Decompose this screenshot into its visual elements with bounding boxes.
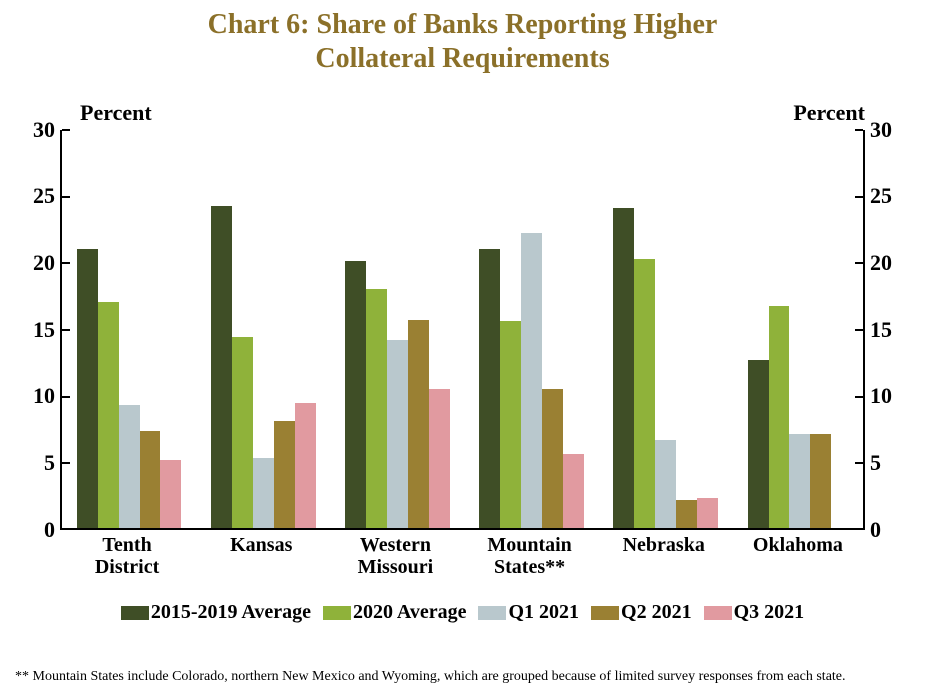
legend-swatch (323, 606, 351, 620)
y-axis-label-left: Percent (80, 100, 152, 126)
bar (140, 431, 161, 528)
legend-item: 2020 Average (323, 600, 467, 624)
x-axis-label: TenthDistrict (60, 534, 194, 578)
x-axis-label: WesternMissouri (328, 534, 462, 578)
chart-legend: 2015-2019 Average 2020 Average Q1 2021 Q2 2… (0, 600, 925, 624)
x-axis-labels: TenthDistrictKansasWesternMissouriMounta… (60, 534, 865, 594)
chart-title-line1: Chart 6: Share of Banks Reporting Higher (208, 9, 718, 40)
bar (211, 206, 232, 528)
bar (387, 340, 408, 528)
bar (542, 389, 563, 528)
legend-swatch (704, 606, 732, 620)
bar (676, 500, 697, 528)
legend-swatch (121, 606, 149, 620)
bar (748, 360, 769, 528)
chart-title: Chart 6: Share of Banks Reporting Higher… (0, 8, 925, 75)
y-tick-left: 30 (15, 117, 55, 143)
bar (479, 249, 500, 528)
x-axis-label-line1: Kansas (230, 534, 292, 556)
x-axis-label-line1: Mountain (487, 534, 571, 556)
legend-label: Q2 2021 (621, 601, 692, 624)
x-axis-label-line1: Nebraska (623, 534, 705, 556)
y-tick-right: 5 (870, 450, 910, 476)
bar (613, 208, 634, 528)
x-axis-label-line1: Western (360, 534, 431, 556)
bar (98, 302, 119, 528)
x-axis-label-line2: States** (494, 556, 565, 578)
y-tick-left: 20 (15, 250, 55, 276)
bar (810, 434, 831, 528)
bar (119, 405, 140, 528)
bar (634, 259, 655, 528)
y-tick-left: 15 (15, 317, 55, 343)
x-axis-label: Kansas (194, 534, 328, 556)
chart-plot-area: Percent Percent 051015202530 05101520253… (60, 130, 865, 530)
bar (521, 233, 542, 528)
bar (232, 337, 253, 528)
legend-swatch (478, 606, 506, 620)
legend-label: 2020 Average (353, 601, 467, 624)
chart-page: Chart 6: Share of Banks Reporting Higher… (0, 0, 925, 693)
y-tick-left: 25 (15, 183, 55, 209)
x-axis-label-line1: Tenth (102, 534, 151, 556)
legend-label: 2015-2019 Average (151, 601, 311, 624)
bar (345, 261, 366, 528)
x-axis-label-line2: District (95, 556, 159, 578)
bar (253, 458, 274, 528)
x-axis-label-line1: Oklahoma (753, 534, 843, 556)
bar (769, 306, 790, 528)
y-tick-right: 10 (870, 383, 910, 409)
bar (408, 320, 429, 528)
legend-swatch (591, 606, 619, 620)
bars-container (62, 130, 863, 528)
bar (655, 440, 676, 528)
chart-title-line2: Collateral Requirements (315, 43, 609, 74)
bar (295, 403, 316, 528)
y-tick-left: 10 (15, 383, 55, 409)
y-tick-right: 20 (870, 250, 910, 276)
y-tick-right: 30 (870, 117, 910, 143)
bar (274, 421, 295, 528)
bar (366, 289, 387, 528)
x-axis-label-line2: Missouri (358, 556, 434, 578)
bar (500, 321, 521, 528)
y-axis-label-right: Percent (793, 100, 865, 126)
x-axis-label: MountainStates** (463, 534, 597, 578)
chart-footnote: ** Mountain States include Colorado, nor… (15, 669, 910, 685)
legend-label: Q3 2021 (734, 601, 805, 624)
plot-frame (60, 130, 865, 530)
y-tick-right: 0 (870, 517, 910, 543)
x-axis-label: Oklahoma (731, 534, 865, 556)
y-tick-left: 5 (15, 450, 55, 476)
y-tick-right: 15 (870, 317, 910, 343)
x-axis-label: Nebraska (597, 534, 731, 556)
bar (697, 498, 718, 529)
bar (429, 389, 450, 528)
bar (563, 454, 584, 528)
bar (789, 434, 810, 528)
legend-item: Q3 2021 (704, 600, 805, 624)
bar (77, 249, 98, 528)
bar (160, 460, 181, 528)
legend-item: 2015-2019 Average (121, 600, 311, 624)
legend-item: Q1 2021 (478, 600, 579, 624)
legend-item: Q2 2021 (591, 600, 692, 624)
y-tick-right: 25 (870, 183, 910, 209)
legend-label: Q1 2021 (508, 601, 579, 624)
y-tick-left: 0 (15, 517, 55, 543)
